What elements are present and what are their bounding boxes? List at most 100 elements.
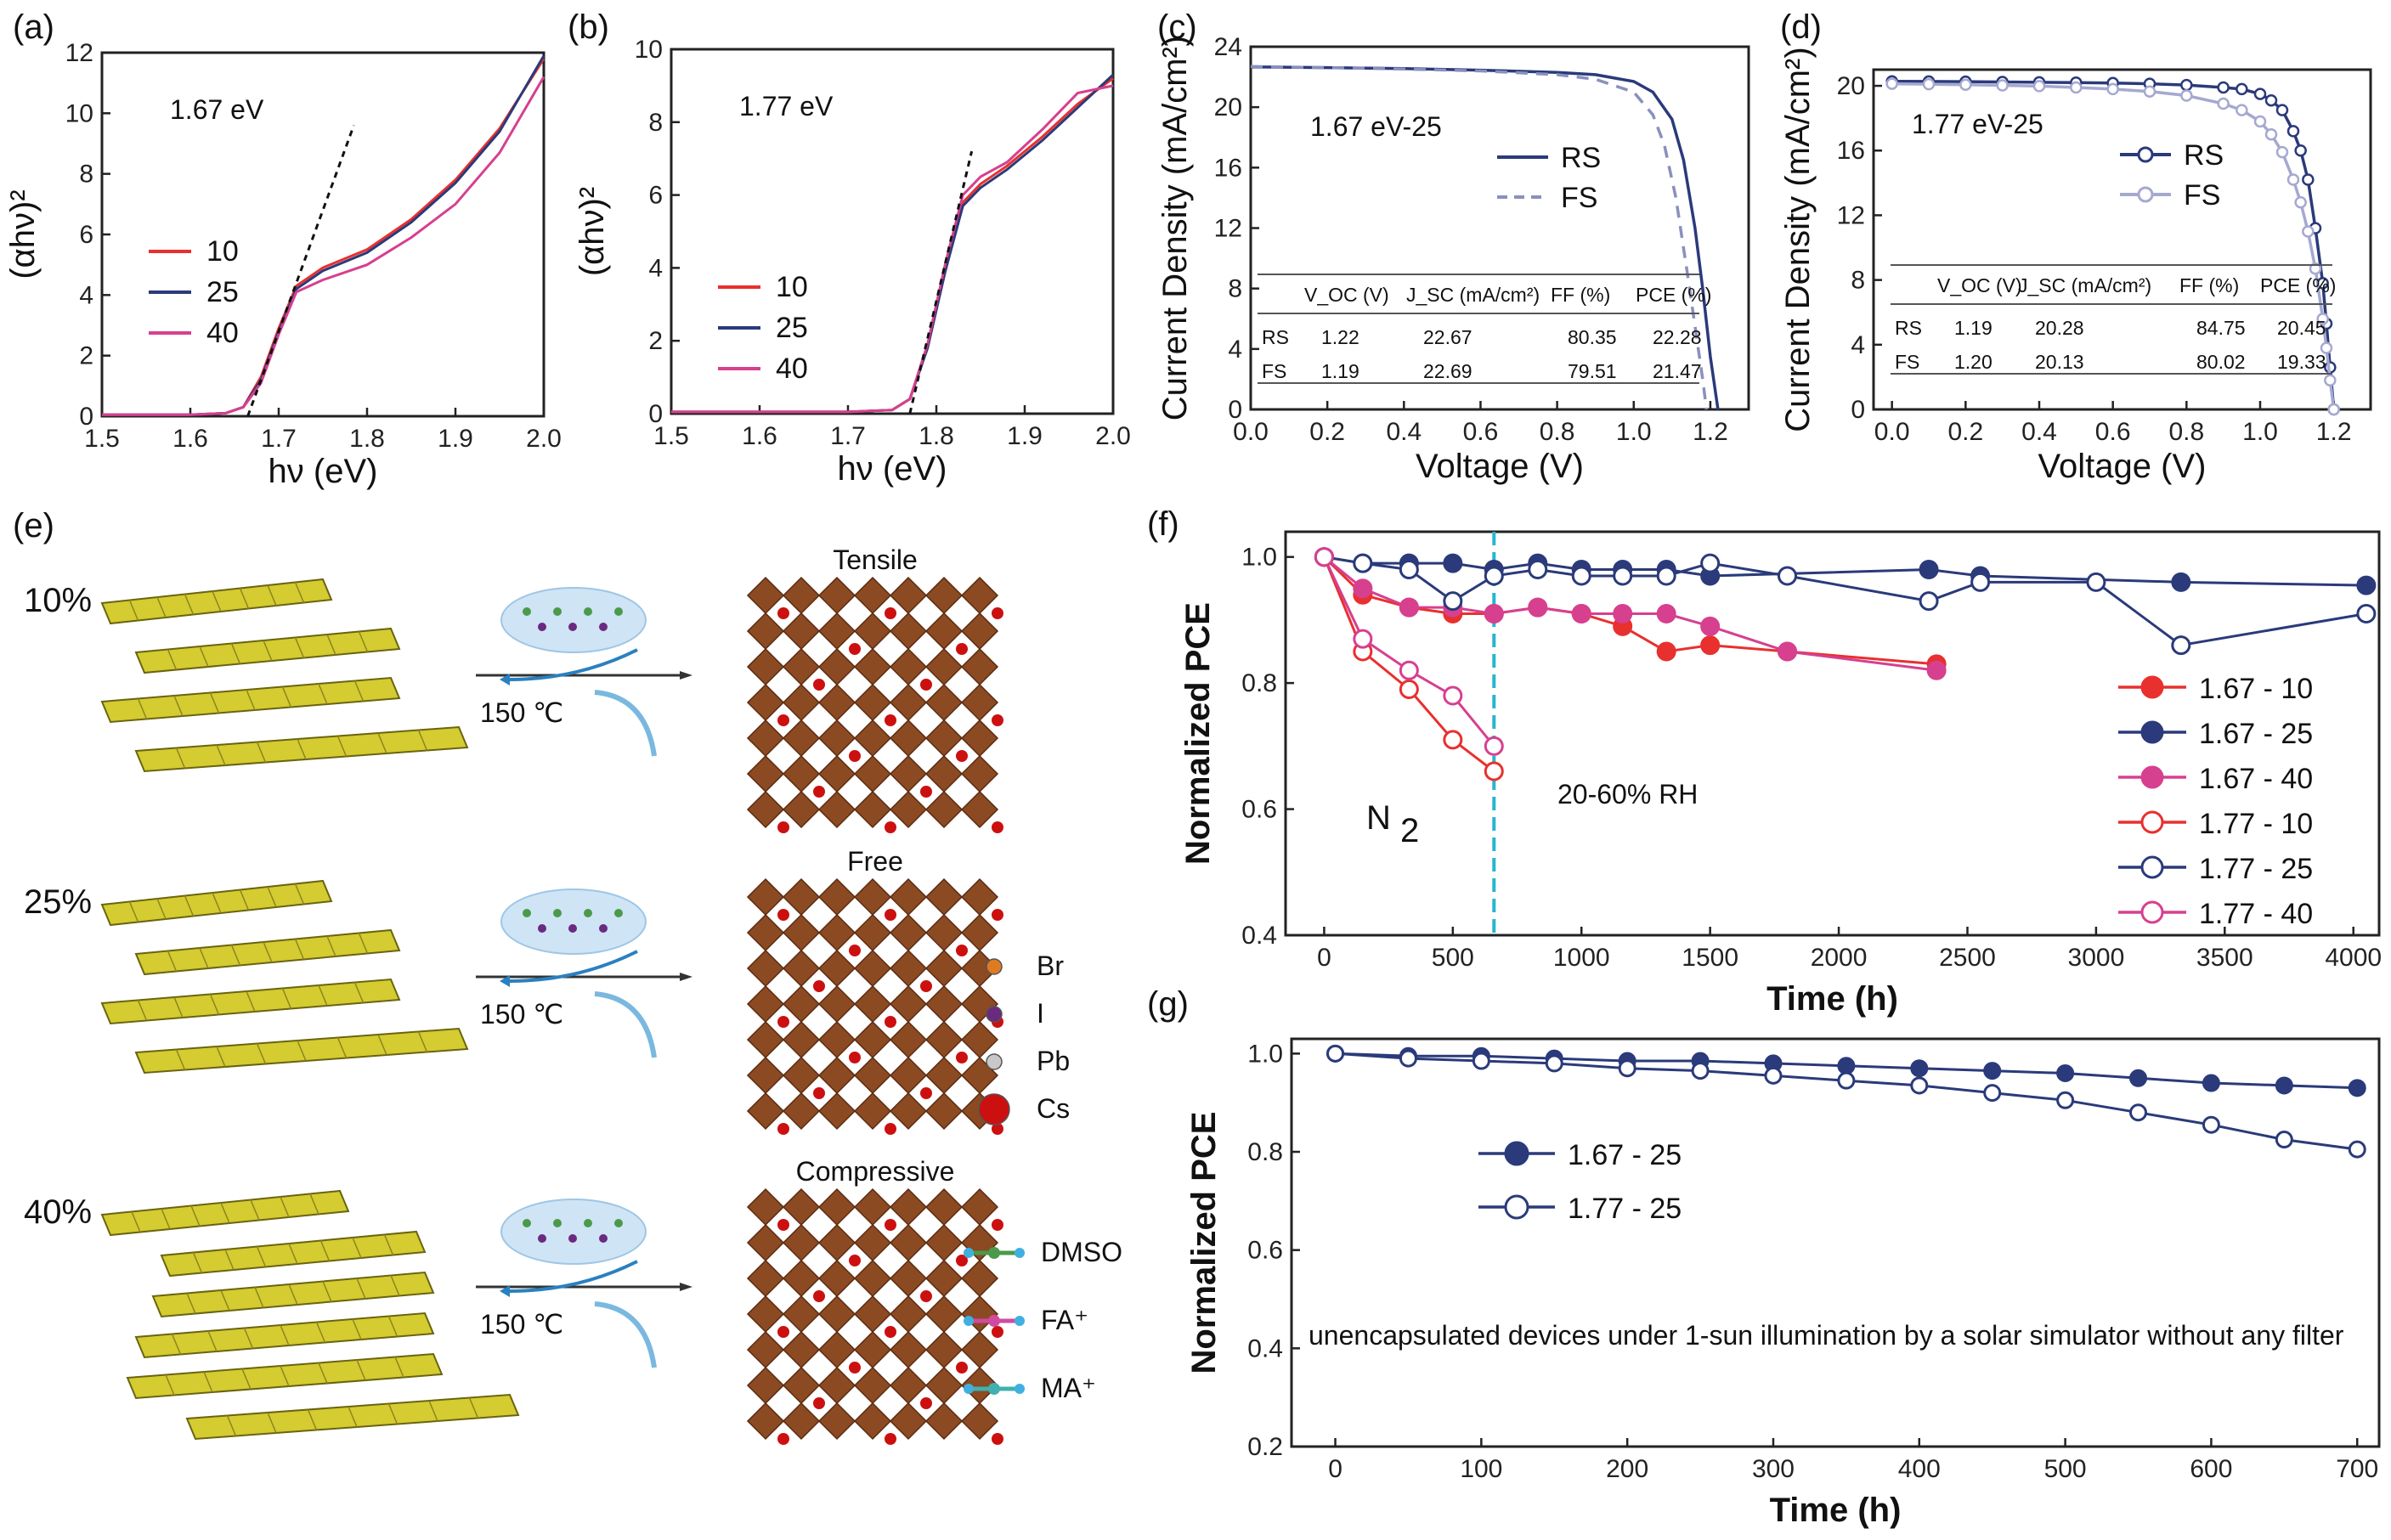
- octahedron: [960, 1020, 999, 1059]
- octahedron: [853, 913, 892, 952]
- sheet-edge: [352, 1237, 362, 1259]
- octahedron: [782, 1366, 821, 1405]
- arrow-head: [500, 674, 510, 685]
- table-row-label: FS: [1895, 351, 1919, 373]
- sheet-edge: [280, 1324, 290, 1346]
- octahedron: [924, 576, 964, 615]
- cs-cation: [956, 1362, 968, 1374]
- sheet-edge: [246, 990, 256, 1013]
- cs-cation: [813, 1290, 825, 1302]
- octahedron: [853, 790, 892, 829]
- sheet-edge: [175, 747, 186, 769]
- legend-marker: [2140, 810, 2164, 834]
- x-tick-label: 1.9: [1007, 422, 1043, 450]
- y-tick-label: 8: [1228, 275, 1242, 303]
- x-tick-label: 1.9: [438, 425, 473, 453]
- y-tick-label: 6: [79, 221, 93, 249]
- octahedron: [924, 754, 964, 793]
- species-label: FA⁺: [1041, 1305, 1088, 1335]
- strain-state: Free: [847, 846, 903, 877]
- cs-cation: [777, 821, 789, 833]
- cs-cation: [992, 1123, 1003, 1135]
- y-tick-label: 12: [1837, 201, 1865, 229]
- octahedron: [853, 683, 892, 722]
- sheet-edge: [203, 1371, 213, 1393]
- series-line-FS: [1891, 82, 2336, 410]
- sheet-edge: [256, 1043, 267, 1064]
- x-tick-label: 300: [1752, 1455, 1795, 1483]
- y-tick-label: 20: [1837, 72, 1865, 100]
- sheet-edge: [336, 736, 348, 757]
- y-tick-label: 10: [65, 99, 93, 127]
- sheet-edge: [137, 1000, 148, 1021]
- octahedron: [817, 1259, 856, 1298]
- data-point: [1571, 566, 1591, 586]
- octahedron: [746, 1366, 785, 1405]
- data-point: [2070, 81, 2083, 94]
- x-axis-label: Time (h): [1766, 980, 1898, 1018]
- table-cell: 1.22: [1321, 326, 1359, 348]
- region-label-rh: 20-60% RH: [1557, 779, 1698, 809]
- sheet-edge: [280, 1365, 290, 1387]
- data-point: [1656, 641, 1676, 662]
- schematic-row-1: 25% 150 ℃ Free: [24, 846, 1003, 1135]
- sheet-edge: [199, 646, 209, 668]
- data-point: [1399, 680, 1419, 700]
- y-axis-label: Current Density (mA/cm²): [1156, 36, 1194, 420]
- octahedron: [782, 1020, 821, 1059]
- legend-label: 1.67 - 25: [2199, 718, 2313, 750]
- table-row-label: FS: [1262, 360, 1286, 382]
- solvent-molecule: [568, 1234, 577, 1243]
- sheet-edge: [377, 732, 387, 754]
- sheet-edge: [288, 1283, 298, 1306]
- legend-marker: [2140, 675, 2164, 699]
- octahedron: [746, 1056, 785, 1095]
- x-tick-label: 0.4: [1386, 418, 1422, 446]
- cs-cation: [992, 1433, 1003, 1445]
- solvent-molecule: [568, 623, 577, 631]
- data-point: [1922, 77, 1936, 91]
- octahedron: [746, 719, 785, 758]
- octahedron: [746, 576, 785, 615]
- legend-label: FS: [1561, 182, 1597, 214]
- series-line-FS: [1250, 65, 1709, 410]
- species-marker-br: [986, 958, 1003, 975]
- table-cell: 80.02: [2196, 351, 2246, 373]
- octahedron: [889, 877, 928, 917]
- octahedron: [746, 683, 785, 722]
- sheet-edge: [246, 689, 256, 711]
- cs-cation: [992, 909, 1003, 921]
- x-tick-label: 1.8: [349, 425, 385, 453]
- cs-cation: [956, 945, 968, 956]
- data-point: [2348, 1079, 2366, 1097]
- tangent-line: [908, 150, 974, 415]
- molecule-atom: [988, 1383, 1000, 1395]
- octahedron: [889, 1295, 928, 1334]
- sheet-edge: [226, 1415, 237, 1436]
- data-point: [1618, 1059, 1636, 1078]
- octahedron: [960, 576, 999, 615]
- series-line-10: [102, 58, 545, 416]
- octahedron: [889, 1330, 928, 1369]
- octahedron: [817, 719, 856, 758]
- sheet-edge: [241, 1368, 252, 1390]
- molecule-atom: [964, 1316, 974, 1326]
- octahedron: [817, 1295, 856, 1334]
- sheet-edge: [190, 1205, 201, 1227]
- x-tick-label: 600: [2190, 1455, 2232, 1483]
- octahedron: [960, 913, 999, 952]
- sheet-edge: [326, 634, 336, 656]
- table-header: J_SC (mA/cm²): [2018, 274, 2151, 296]
- sheet-edge: [377, 1034, 387, 1056]
- panel-label-a: (a): [13, 8, 54, 46]
- x-tick-label: 4000: [2325, 944, 2382, 972]
- legend-marker: [1504, 1141, 1529, 1166]
- sheet-edge: [263, 640, 273, 662]
- cs-cation: [992, 1326, 1003, 1338]
- data-point: [1528, 560, 1548, 580]
- x-tick-label: 1000: [1553, 944, 1610, 972]
- data-point: [2180, 78, 2193, 92]
- data-point: [1613, 566, 1633, 586]
- octahedron: [817, 1187, 856, 1227]
- data-point: [1700, 553, 1721, 573]
